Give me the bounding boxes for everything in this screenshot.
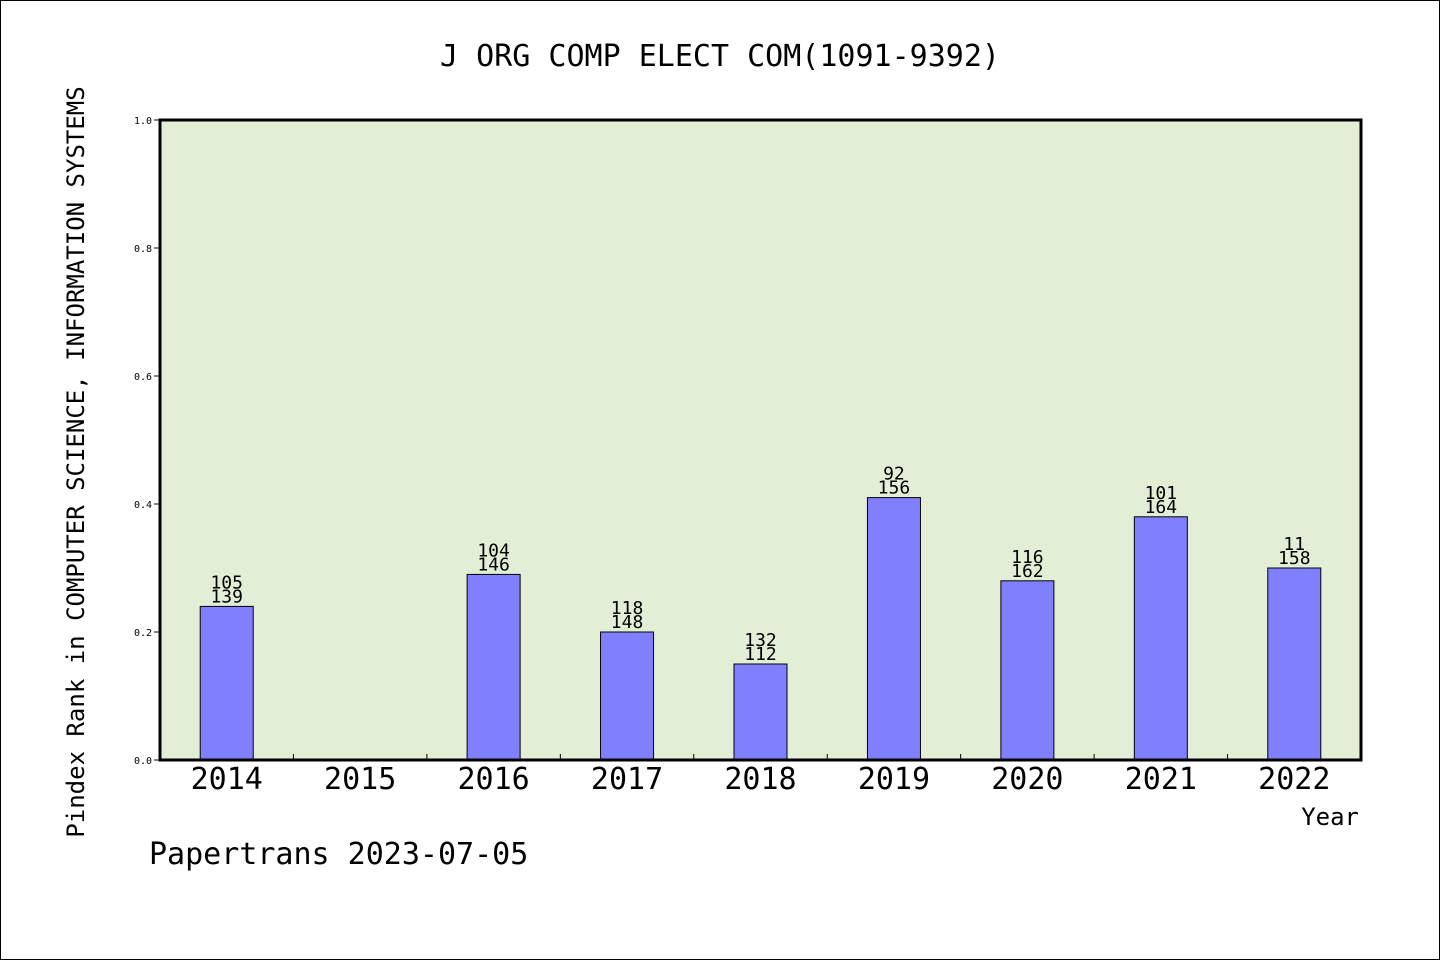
bar-label-bottom-2020: 162 (1011, 561, 1044, 582)
bar-label-top-2021: 101 (1145, 483, 1178, 504)
bar-2021 (1133, 516, 1188, 761)
y-axis-label: Pindex Rank in COMPUTER SCIENCE, INFORMA… (62, 86, 90, 837)
y-tick-label: 1.0 (134, 116, 152, 127)
y-tick-label: 0.0 (134, 756, 152, 767)
bar-label-bottom-2014: 139 (210, 586, 243, 607)
x-axis-ticks: 2014 2015 2016 2017 2018 2019 2020 2021 2022 (191, 754, 1330, 797)
bar-label-top-2017: 118 (611, 598, 644, 619)
y-axis-ticks: 0.0 0.2 0.4 0.6 0.8 1.0 (134, 116, 160, 767)
x-tick-label-2016: 2016 (457, 762, 529, 797)
bar-2022 (1267, 567, 1322, 761)
bar-2014 (199, 605, 254, 761)
x-tick-label-2017: 2017 (591, 762, 663, 797)
plot-border (158, 118, 1363, 762)
y-tick-label: 0.2 (134, 628, 152, 639)
bar-label-top-2018: 132 (744, 630, 777, 651)
chart-title: J ORG COMP ELECT COM(1091-9392) (440, 39, 1000, 74)
x-tick-label-2021: 2021 (1125, 762, 1197, 797)
x-tick-label-2018: 2018 (724, 762, 796, 797)
bar-2018 (733, 663, 788, 761)
bar-label-bottom-2019: 156 (878, 478, 911, 499)
y-tick-label: 0.4 (134, 500, 152, 511)
bar-label-bottom-2017: 148 (611, 612, 644, 633)
bar-2016 (466, 573, 521, 761)
bar-label-bottom-2022: 158 (1278, 548, 1311, 569)
bar-2020 (1000, 580, 1055, 761)
bar-label-top-2022: 11 (1283, 534, 1305, 555)
y-tick-label: 0.8 (134, 244, 152, 255)
bar-2017 (600, 631, 655, 761)
x-tick-label-2020: 2020 (991, 762, 1063, 797)
x-tick-label-2014: 2014 (191, 762, 263, 797)
x-tick-label-2019: 2019 (858, 762, 930, 797)
bar-label-bottom-2021: 164 (1145, 497, 1178, 518)
x-tick-label-2022: 2022 (1258, 762, 1330, 797)
bar-label-bottom-2018: 112 (744, 644, 777, 665)
bar-label-top-2020: 116 (1011, 547, 1044, 568)
bar-label-top-2019: 92 (883, 464, 905, 485)
bar-label-top-2014: 105 (210, 572, 243, 593)
bar-label-bottom-2016: 146 (477, 554, 510, 575)
bar-label-top-2016: 104 (477, 540, 510, 561)
footer-watermark: Papertrans 2023-07-05 (149, 837, 528, 872)
y-tick-label: 0.6 (134, 372, 152, 383)
bar-series (199, 497, 1322, 761)
bar-2019 (866, 497, 921, 761)
x-axis-label: Year (1301, 803, 1359, 831)
x-tick-label-2015: 2015 (324, 762, 396, 797)
